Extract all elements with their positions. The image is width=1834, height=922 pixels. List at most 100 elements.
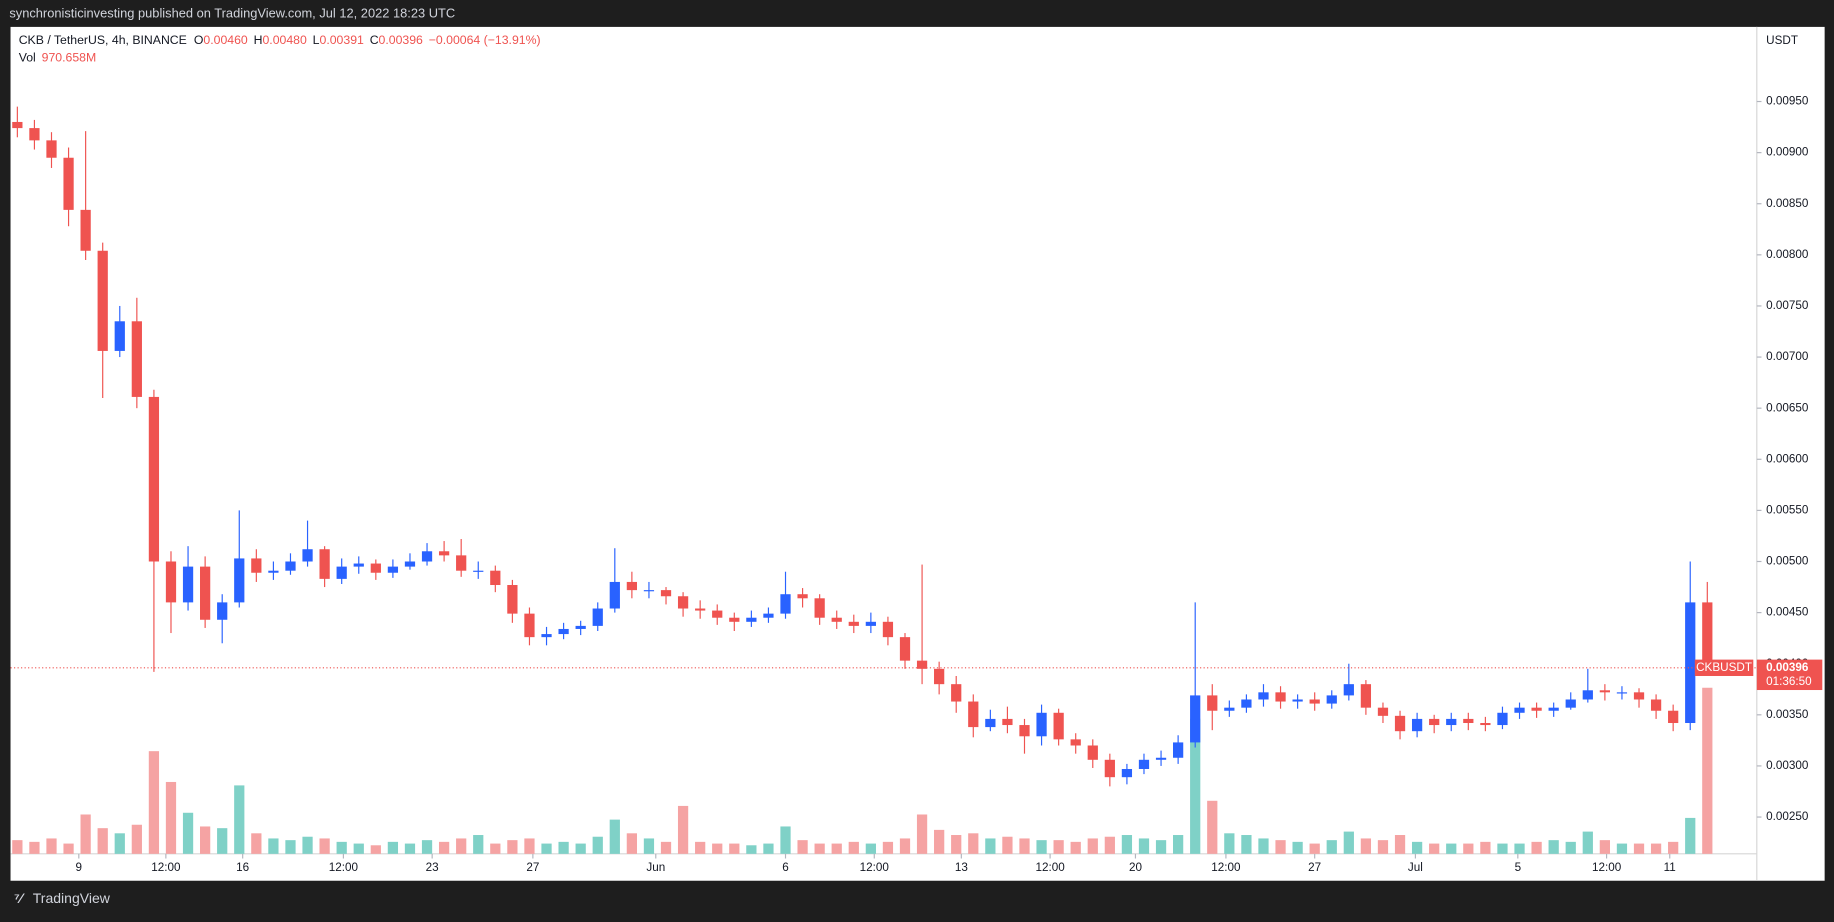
volume-bar [1497,843,1508,854]
volume-bar [985,838,996,854]
volume-bar [1616,843,1628,854]
plot: 0.002500.003000.003500.004000.004500.005… [10,95,1823,874]
volume-bar [421,840,433,854]
volume-bar [404,843,416,854]
candle-body [831,617,842,622]
x-tick-label: 23 [426,861,439,874]
ohlc-value: 0.00480 [262,33,307,47]
candle-body [1258,692,1269,700]
candle-body [490,570,501,586]
x-tick-label: 27 [526,861,539,874]
candle-body [165,561,177,603]
volume-bar [626,833,638,854]
ohlc-value: 0.00391 [320,33,365,47]
volume-bar [12,840,23,854]
publisher-line: synchronisticinvesting published on Trad… [9,5,455,20]
countdown: 01:36:50 [1766,675,1812,688]
volume-bar [1411,841,1423,854]
candle-body [1360,684,1372,708]
candle-body [865,621,876,626]
volume-bar [1548,840,1559,854]
candle-body [1070,739,1081,746]
candle-body [473,570,484,572]
x-tick-label: 16 [236,861,249,874]
y-tick-label: 0.00300 [1766,759,1809,772]
volume-legend: Vol 970.658M [19,51,96,65]
candle-body [643,590,655,592]
volume-bar [114,833,125,854]
volume-bar [251,833,262,854]
candle-body [968,701,979,728]
candle-body [131,321,142,397]
candle-body [1087,745,1098,760]
volume-bar [387,841,399,854]
volume-bar [63,843,74,854]
candle-body [524,613,535,638]
candle-body [1650,699,1662,711]
volume-bar [148,751,160,854]
x-tick-label: 12:00 [860,861,890,874]
volume-bar [1463,843,1474,854]
volume-bar [353,843,364,854]
candle-body [1053,712,1064,740]
volume-bar [541,843,552,854]
candle-body [438,551,450,556]
volume-bar [1019,838,1030,854]
candle-body [712,610,723,618]
volume-bar [1360,838,1372,854]
volume-bar [1650,843,1662,854]
candle-body [370,563,381,573]
volume-bar [729,843,740,854]
ohlc-value: 0.00460 [203,33,248,47]
volume-bar [1207,800,1218,854]
candle-body [1446,718,1457,726]
volume-bar [1582,831,1593,854]
volume-bar [1702,687,1713,854]
candle-body [1002,718,1013,726]
candle-body [1514,707,1525,713]
candle-body [934,668,945,685]
volume-bar [1275,840,1286,854]
volume-bar [1224,833,1235,854]
volume-bar [1121,835,1133,854]
candle-body [421,551,433,562]
x-tick-label: 27 [1308,861,1321,874]
volume-bar [899,838,911,854]
y-tick-label: 0.00450 [1766,606,1809,619]
volume-bar [1053,840,1064,854]
volume-bar [285,840,296,854]
candle-body [114,321,125,351]
candle-body [814,598,825,618]
volume-bar [934,829,945,854]
candle-body [268,570,279,573]
volume-bar [473,835,484,854]
candle-body [1326,695,1337,704]
candle-body [1155,757,1167,760]
brand: TradingView [33,890,111,906]
volume-bar [1190,718,1201,854]
y-tick-label: 0.00550 [1766,503,1809,516]
candle-body [848,621,859,626]
y-tick-label: 0.00700 [1766,350,1809,363]
y-tick-label: 0.00500 [1766,555,1809,568]
volume-bar [558,841,569,854]
candle-body [97,250,108,351]
price-badge-bg [1756,659,1823,691]
ohlc-label: L [313,33,320,47]
candle-body [80,209,91,251]
candle-body [12,121,23,129]
candle-body [1565,699,1576,708]
volume-bar [643,838,655,854]
candle-body [797,594,808,599]
candle-body [63,157,74,210]
candle-body [302,549,313,562]
volume-bar [814,843,825,854]
volume-bar [1685,817,1696,854]
volume-bar [1633,843,1645,854]
ohlc-label: H [254,33,263,47]
volume-bar [916,814,928,854]
volume-bar [438,841,450,854]
candle-body [1429,718,1440,726]
volume-bar [609,819,620,854]
volume-bar [1173,835,1184,854]
